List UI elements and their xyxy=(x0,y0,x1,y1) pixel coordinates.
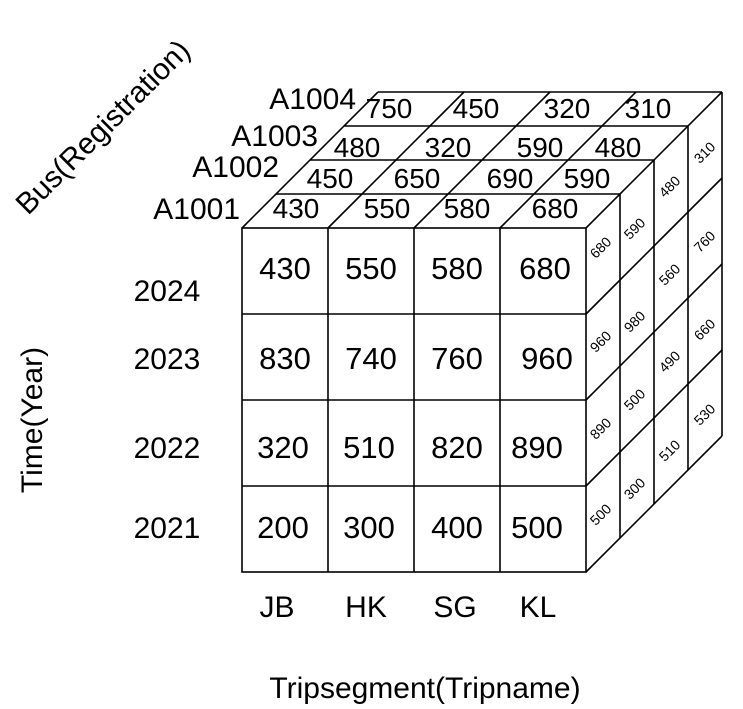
cell-value: 550 xyxy=(345,251,397,286)
side-grid-line xyxy=(585,263,723,401)
trip-label: KL xyxy=(520,591,557,624)
year-label: 2023 xyxy=(134,343,201,376)
right-face xyxy=(585,92,723,573)
cell-value: 450 xyxy=(307,163,354,194)
bus-labels: A1001 A1002 A1003 A1004 xyxy=(153,83,356,226)
year-label: 2021 xyxy=(134,512,201,545)
front-values: 430 550 580 680 830 740 760 960 320 510 … xyxy=(257,251,573,545)
time-axis-title: Time(Year) xyxy=(16,347,49,493)
cell-value: 820 xyxy=(431,430,483,465)
cell-value: 320 xyxy=(544,93,591,124)
bus-label: A1003 xyxy=(231,120,318,153)
cell-value: 310 xyxy=(691,138,719,166)
cell-value: 590 xyxy=(621,214,649,242)
cell-value: 300 xyxy=(621,474,649,502)
trip-labels: JB HK SG KL xyxy=(259,591,556,624)
bus-label: A1004 xyxy=(269,83,356,116)
cell-value: 760 xyxy=(431,341,483,376)
side-grid-line xyxy=(585,435,723,573)
trip-label: JB xyxy=(259,591,294,624)
cell-value: 400 xyxy=(431,510,483,545)
cell-value: 960 xyxy=(587,327,615,355)
trip-axis-title: Tripsegment(Tripname) xyxy=(269,672,580,705)
cell-value: 550 xyxy=(364,193,411,224)
cell-value: 750 xyxy=(366,93,413,124)
trip-label: SG xyxy=(433,591,476,624)
cell-value: 680 xyxy=(519,251,571,286)
cell-value: 580 xyxy=(444,193,491,224)
cell-value: 490 xyxy=(656,347,684,375)
cell-value: 500 xyxy=(621,385,649,413)
cell-value: 320 xyxy=(257,430,309,465)
cell-value: 480 xyxy=(334,132,381,163)
cell-value: 680 xyxy=(587,233,615,261)
cell-value: 890 xyxy=(511,430,563,465)
year-label: 2024 xyxy=(134,275,201,308)
cell-value: 300 xyxy=(343,510,395,545)
trip-label: HK xyxy=(345,591,387,624)
cell-value: 590 xyxy=(564,163,611,194)
cell-value: 760 xyxy=(691,227,719,255)
cell-value: 690 xyxy=(487,163,534,194)
cell-value: 890 xyxy=(587,414,615,442)
cell-value: 980 xyxy=(621,307,649,335)
cell-value: 480 xyxy=(656,172,684,200)
cell-value: 560 xyxy=(656,260,684,288)
cell-value: 310 xyxy=(625,93,672,124)
cell-value: 430 xyxy=(273,193,320,224)
cell-value: 500 xyxy=(511,510,563,545)
side-grid-line xyxy=(585,177,723,315)
cell-value: 510 xyxy=(656,436,684,464)
year-labels: 2024 2023 2022 2021 xyxy=(134,275,201,545)
cell-value: 320 xyxy=(425,132,472,163)
bus-label: A1001 xyxy=(153,193,240,226)
cell-value: 430 xyxy=(259,251,311,286)
bus-label: A1002 xyxy=(192,151,279,184)
cell-value: 680 xyxy=(532,193,579,224)
cell-value: 590 xyxy=(517,132,564,163)
top-face xyxy=(241,91,723,229)
cell-value: 740 xyxy=(345,341,397,376)
cell-value: 960 xyxy=(521,341,573,376)
cell-value: 530 xyxy=(691,400,719,428)
cell-value: 650 xyxy=(394,163,441,194)
cell-value: 830 xyxy=(259,341,311,376)
top-values: 430 550 580 680 450 650 690 590 480 320 … xyxy=(273,93,672,224)
cell-value: 480 xyxy=(595,132,642,163)
side-grid-line xyxy=(585,349,723,487)
year-label: 2022 xyxy=(134,432,201,465)
cell-value: 580 xyxy=(431,251,483,286)
cell-value: 510 xyxy=(343,430,395,465)
cell-value: 450 xyxy=(453,93,500,124)
cell-value: 200 xyxy=(257,510,309,545)
cell-value: 500 xyxy=(587,500,615,528)
cell-value: 660 xyxy=(691,315,719,343)
